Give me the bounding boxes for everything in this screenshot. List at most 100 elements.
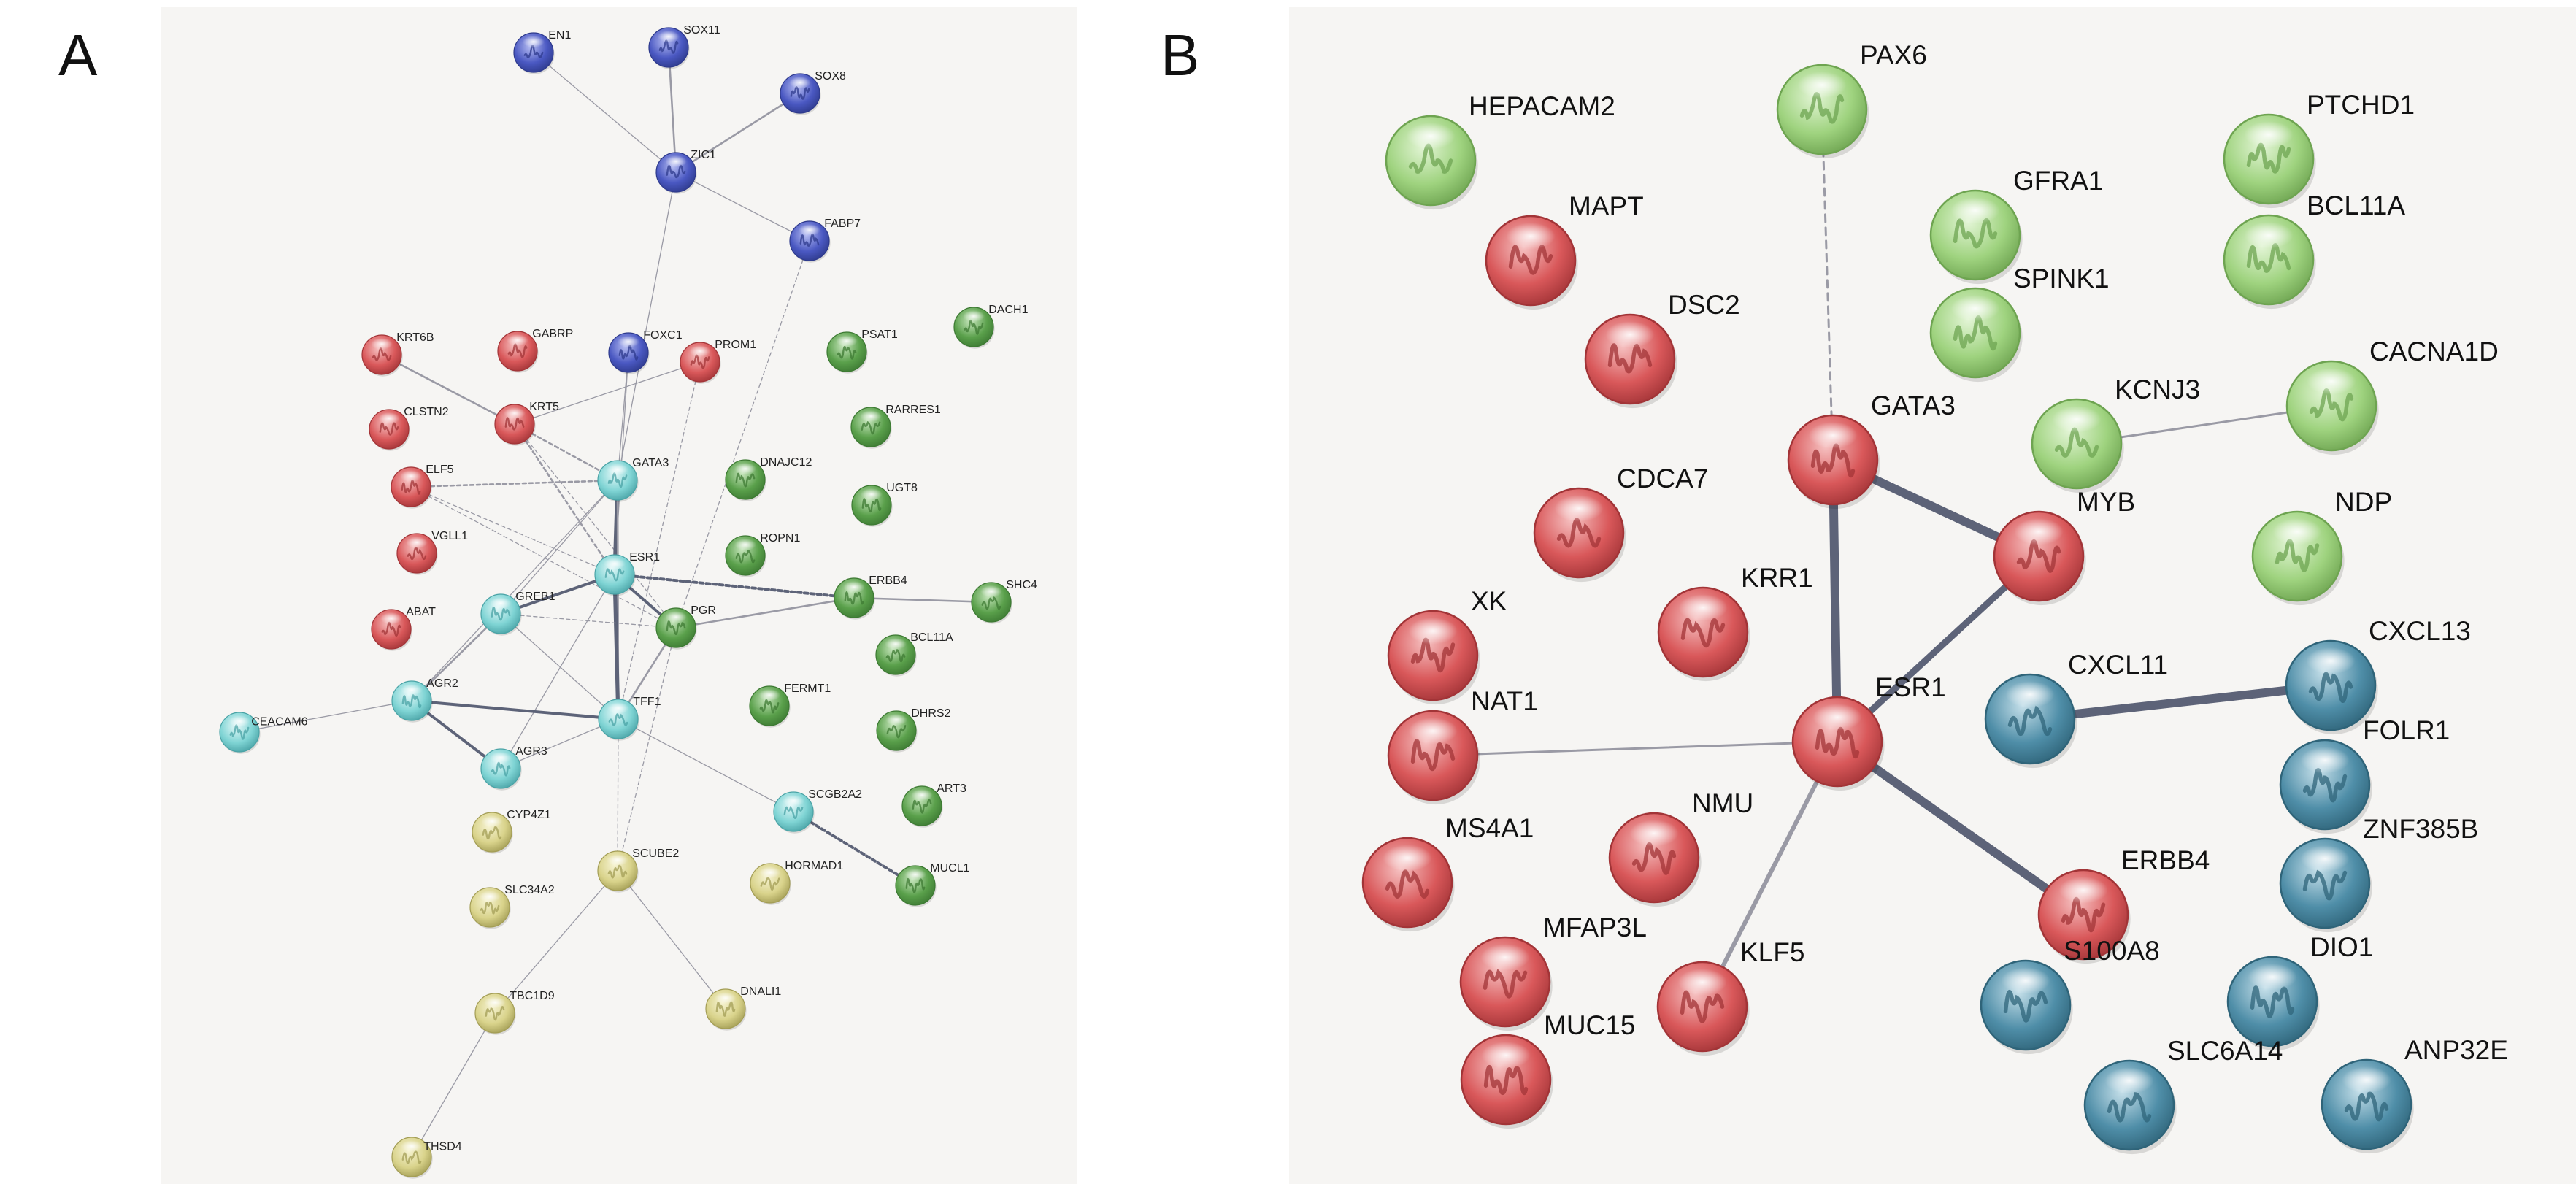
node-prom1[interactable]: PROM1	[680, 339, 756, 384]
node-foxc1[interactable]: FOXC1	[608, 329, 683, 374]
node-esr1[interactable]: ESR1	[594, 551, 660, 596]
node-tbc1d9[interactable]: TBC1D9	[474, 990, 555, 1035]
node-label: PAX6	[1860, 40, 1927, 70]
node-mfap3l[interactable]: MFAP3L	[1459, 912, 1647, 1031]
node-fabp7[interactable]: FABP7	[789, 218, 861, 263]
edge-gata3-esr1	[1829, 455, 1842, 746]
node-ndp[interactable]: NDP	[2251, 487, 2392, 606]
node-slc34a2[interactable]: SLC34A2	[469, 884, 555, 929]
node-en1[interactable]: EN1	[513, 29, 571, 74]
node-label: CYP4Z1	[507, 809, 551, 821]
node-scube2[interactable]: SCUBE2	[597, 847, 679, 893]
node-dnajc12[interactable]: DNAJC12	[725, 456, 812, 501]
node-gfra1[interactable]: GFRA1	[1929, 166, 2103, 285]
node-esr1[interactable]: ESR1	[1791, 672, 1946, 791]
node-label: ART3	[937, 783, 966, 795]
node-fermt1[interactable]: FERMT1	[749, 683, 831, 728]
node-ceacam6[interactable]: CEACAM6	[219, 712, 308, 754]
node-gata3[interactable]: GATA3	[597, 457, 669, 502]
node-highlight	[2001, 967, 2050, 994]
node-mucl1[interactable]: MUCL1	[895, 862, 970, 907]
node-highlight	[490, 752, 512, 764]
node-agr2[interactable]: AGR2	[391, 677, 458, 723]
node-label: GFRA1	[2013, 166, 2103, 196]
node-erbb4[interactable]: ERBB4	[834, 574, 907, 620]
node-spink1[interactable]: SPINK1	[1929, 264, 2110, 383]
node-cyp4z1[interactable]: CYP4Z1	[472, 809, 551, 854]
node-highlight	[1950, 295, 2000, 322]
node-muc15[interactable]: MUC15	[1460, 1010, 1635, 1129]
node-highlight	[490, 597, 512, 610]
node-nmu[interactable]: NMU	[1608, 788, 1753, 907]
node-label: MS4A1	[1445, 813, 1534, 843]
node-thsd4[interactable]: THSD4	[391, 1137, 462, 1179]
node-scgb2a2[interactable]: SCGB2A2	[773, 788, 862, 834]
node-highlight	[2005, 681, 2055, 708]
node-highlight	[1506, 223, 1556, 250]
node-highlight	[1677, 969, 1727, 996]
node-sox11[interactable]: SOX11	[648, 24, 720, 69]
node-myb[interactable]: MYB	[1993, 487, 2135, 606]
node-art3[interactable]: ART3	[901, 783, 966, 828]
node-rarres1[interactable]: RARRES1	[850, 404, 941, 449]
node-cxcl11[interactable]: CXCL11	[1984, 650, 2168, 769]
node-highlight	[1808, 422, 1858, 449]
node-clstn2[interactable]: CLSTN2	[369, 406, 449, 451]
node-bcl11a[interactable]: BCL11A	[2223, 191, 2405, 310]
node-dnali1[interactable]: DNALI1	[705, 985, 781, 1031]
node-folr1[interactable]: FOLR1	[2279, 715, 2450, 834]
node-krt6b[interactable]: KRT6B	[361, 331, 434, 377]
node-cxcl13[interactable]: CXCL13	[2285, 616, 2471, 735]
node-cacna1d[interactable]: CACNA1D	[2285, 337, 2499, 455]
node-abat[interactable]: ABAT	[371, 606, 436, 651]
node-anp32e[interactable]: ANP32E	[2321, 1035, 2508, 1154]
node-label: SCUBE2	[632, 847, 679, 860]
node-pax6[interactable]: PAX6	[1776, 40, 1927, 159]
node-label: NMU	[1692, 788, 1753, 818]
node-krt5[interactable]: KRT5	[494, 401, 559, 446]
node-erbb4[interactable]: ERBB4	[2037, 845, 2210, 964]
edge-pgr-scube2	[617, 627, 677, 872]
node-pgr[interactable]: PGR	[655, 604, 716, 650]
node-krr1[interactable]: KRR1	[1657, 563, 1813, 682]
node-tff1[interactable]: TFF1	[598, 696, 661, 741]
node-ms4a1[interactable]: MS4A1	[1361, 813, 1534, 932]
node-ptchd1[interactable]: PTCHD1	[2223, 90, 2415, 209]
edge-krt5-esr1	[513, 423, 616, 576]
edge-pgr-erbb4	[674, 596, 856, 629]
node-kcnj3[interactable]: KCNJ3	[2031, 374, 2200, 493]
node-dsc2[interactable]: DSC2	[1584, 290, 1740, 409]
node-dach1[interactable]: DACH1	[953, 304, 1029, 349]
node-label: MUCL1	[930, 862, 969, 874]
node-nat1[interactable]: NAT1	[1387, 686, 1538, 805]
node-hepacam2[interactable]: HEPACAM2	[1385, 91, 1615, 210]
node-vgll1[interactable]: VGLL1	[396, 530, 468, 575]
node-greb1[interactable]: GREB1	[480, 591, 555, 636]
node-cdca7[interactable]: CDCA7	[1533, 464, 1708, 583]
node-highlight	[607, 702, 629, 715]
node-slc6a14[interactable]: SLC6A14	[2083, 1036, 2283, 1155]
node-agr3[interactable]: AGR3	[480, 745, 547, 791]
node-ugt8[interactable]: UGT8	[851, 482, 918, 527]
node-psat1[interactable]: PSAT1	[826, 328, 898, 374]
node-klf5[interactable]: KLF5	[1656, 937, 1804, 1056]
node-xk[interactable]: XK	[1387, 586, 1507, 705]
node-dhrs2[interactable]: DHRS2	[876, 707, 951, 753]
node-highlight	[380, 612, 402, 625]
node-zic1[interactable]: ZIC1	[655, 149, 716, 194]
node-label: ZIC1	[691, 149, 716, 161]
node-znf385b[interactable]: ZNF385B	[2279, 814, 2478, 933]
node-mapt[interactable]: MAPT	[1485, 191, 1644, 310]
node-dio1[interactable]: DIO1	[2226, 932, 2373, 1051]
node-ropn1[interactable]: ROPN1	[725, 532, 800, 577]
node-gata3[interactable]: GATA3	[1787, 391, 1956, 510]
node-s100a8[interactable]: S100A8	[1980, 936, 2160, 1055]
node-bcl11a[interactable]: BCL11A	[875, 631, 953, 677]
edge-agr2-ceacam6	[239, 700, 412, 733]
node-shc4[interactable]: SHC4	[971, 579, 1037, 624]
node-hormad1[interactable]: HORMAD1	[750, 860, 843, 905]
node-label: SLC34A2	[504, 884, 555, 896]
node-gabrp[interactable]: GABRP	[497, 328, 573, 373]
node-sox8[interactable]: SOX8	[780, 70, 846, 115]
node-elf5[interactable]: ELF5	[391, 464, 454, 509]
